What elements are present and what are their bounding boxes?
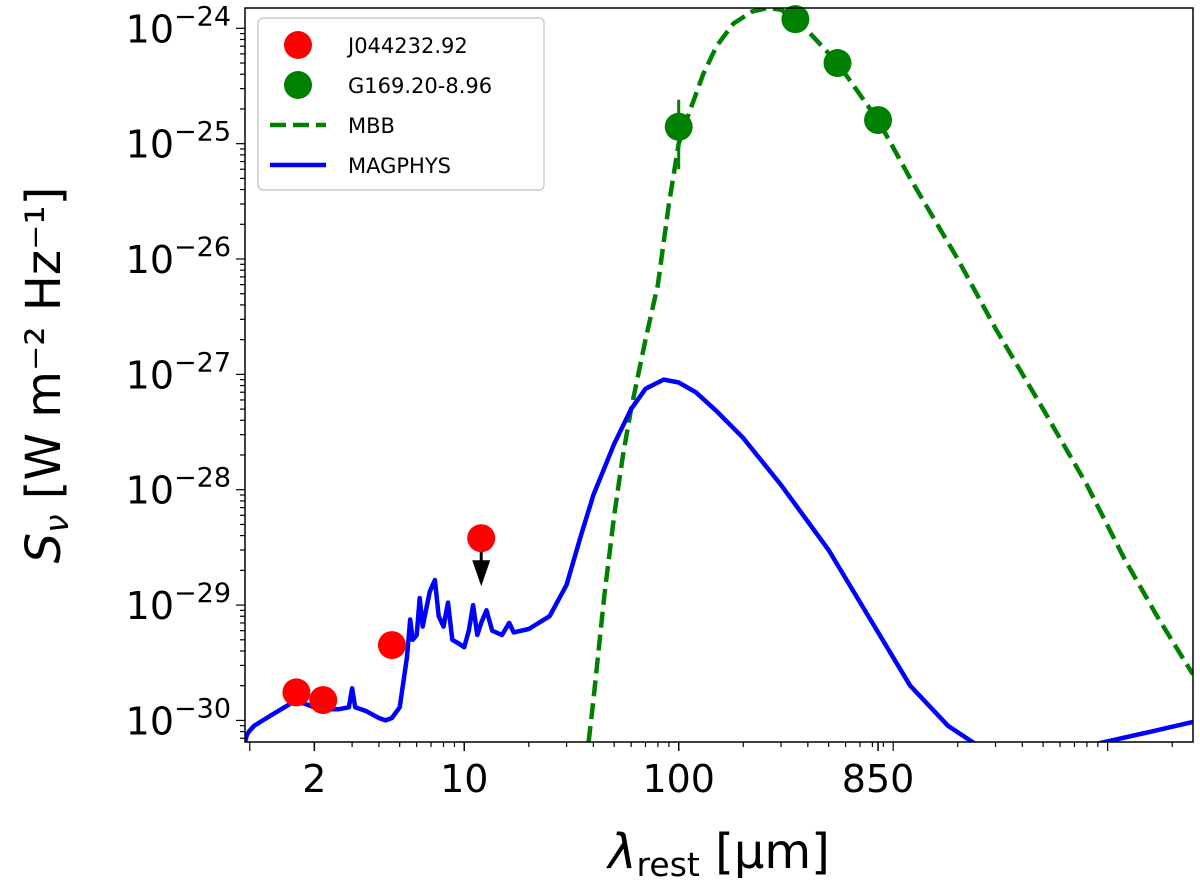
legend-box: [257, 17, 545, 191]
data-point-g169.20-8.96: [823, 49, 852, 78]
legend-entry: J044232.92: [284, 31, 468, 59]
upper-limit-arrow-head: [472, 560, 491, 587]
x-tick-label: 850: [842, 757, 915, 801]
plot-layer: [245, 5, 1193, 742]
y-tick-label: 10−29: [126, 578, 231, 628]
series-lines: [245, 8, 1193, 742]
y-tick-label: 10−30: [126, 693, 231, 743]
x-axis-label: λrest [μm]: [605, 824, 830, 884]
x-tick-label: 10: [440, 757, 488, 801]
data-point-j044232.92: [309, 686, 338, 715]
x-tick-label: 2: [302, 757, 326, 801]
y-tick-label: 10−26: [126, 232, 231, 282]
data-point-g169.20-8.96: [664, 112, 693, 141]
x-tick-label: 100: [642, 757, 715, 801]
legend-label: J044232.92: [346, 34, 468, 58]
legend-entry: MAGPHYS: [270, 154, 451, 178]
legend-label: MBB: [348, 114, 395, 138]
legend-entry: G169.20-8.96: [284, 71, 492, 99]
data-point-j044232.92: [467, 524, 496, 553]
series-markers: [282, 5, 893, 715]
legend-label: G169.20-8.96: [348, 74, 492, 98]
legend-entry: MBB: [270, 114, 395, 138]
plot-frame: [244, 7, 1194, 743]
legend-marker: [284, 71, 312, 99]
axes-layer: 2 10 100 850 10−30 10−29 10−28 10−27 10−26 10−25 1…: [126, 1, 1194, 801]
data-point-g169.20-8.96: [781, 5, 810, 34]
axis-labels: λrest [μm] Sν [W m⁻² Hz⁻¹]: [16, 187, 830, 884]
legend-label: MAGPHYS: [348, 154, 451, 178]
legend-marker: [284, 31, 312, 59]
y-tick-label: 10−28: [126, 463, 231, 513]
data-point-j044232.92: [282, 678, 311, 707]
legend: J044232.92 G169.20-8.96 MBB MAGPHYS: [257, 17, 545, 191]
y-axis-label: Sν [W m⁻² Hz⁻¹]: [16, 187, 76, 564]
y-tick-label: 10−25: [126, 117, 231, 167]
y-tick-label: 10−24: [126, 1, 231, 51]
data-point-g169.20-8.96: [864, 106, 893, 135]
series-line-mbb: [586, 8, 1193, 742]
series-line-magphys: [245, 377, 1193, 742]
y-tick-label: 10−27: [126, 347, 231, 397]
data-point-j044232.92: [377, 631, 406, 660]
